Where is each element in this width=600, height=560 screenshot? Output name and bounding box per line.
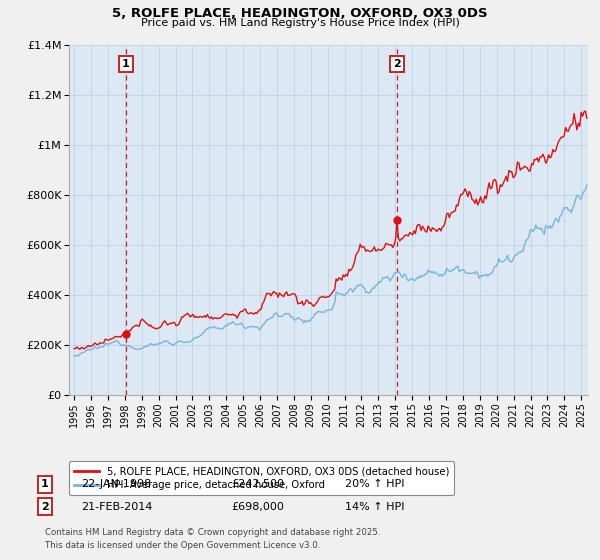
Text: 2: 2	[394, 59, 401, 69]
Text: 2: 2	[41, 502, 49, 512]
Text: 5, ROLFE PLACE, HEADINGTON, OXFORD, OX3 0DS: 5, ROLFE PLACE, HEADINGTON, OXFORD, OX3 …	[112, 7, 488, 20]
Text: 21-FEB-2014: 21-FEB-2014	[81, 502, 152, 512]
Text: £698,000: £698,000	[231, 502, 284, 512]
Text: 14% ↑ HPI: 14% ↑ HPI	[345, 502, 404, 512]
Text: 22-JAN-1998: 22-JAN-1998	[81, 479, 151, 489]
Text: 20% ↑ HPI: 20% ↑ HPI	[345, 479, 404, 489]
Legend: 5, ROLFE PLACE, HEADINGTON, OXFORD, OX3 0DS (detached house), HPI: Average price: 5, ROLFE PLACE, HEADINGTON, OXFORD, OX3 …	[69, 461, 454, 495]
Text: 1: 1	[41, 479, 49, 489]
Text: £242,500: £242,500	[231, 479, 284, 489]
Text: Contains HM Land Registry data © Crown copyright and database right 2025.
This d: Contains HM Land Registry data © Crown c…	[45, 529, 380, 550]
Text: Price paid vs. HM Land Registry's House Price Index (HPI): Price paid vs. HM Land Registry's House …	[140, 18, 460, 28]
Text: 1: 1	[122, 59, 130, 69]
